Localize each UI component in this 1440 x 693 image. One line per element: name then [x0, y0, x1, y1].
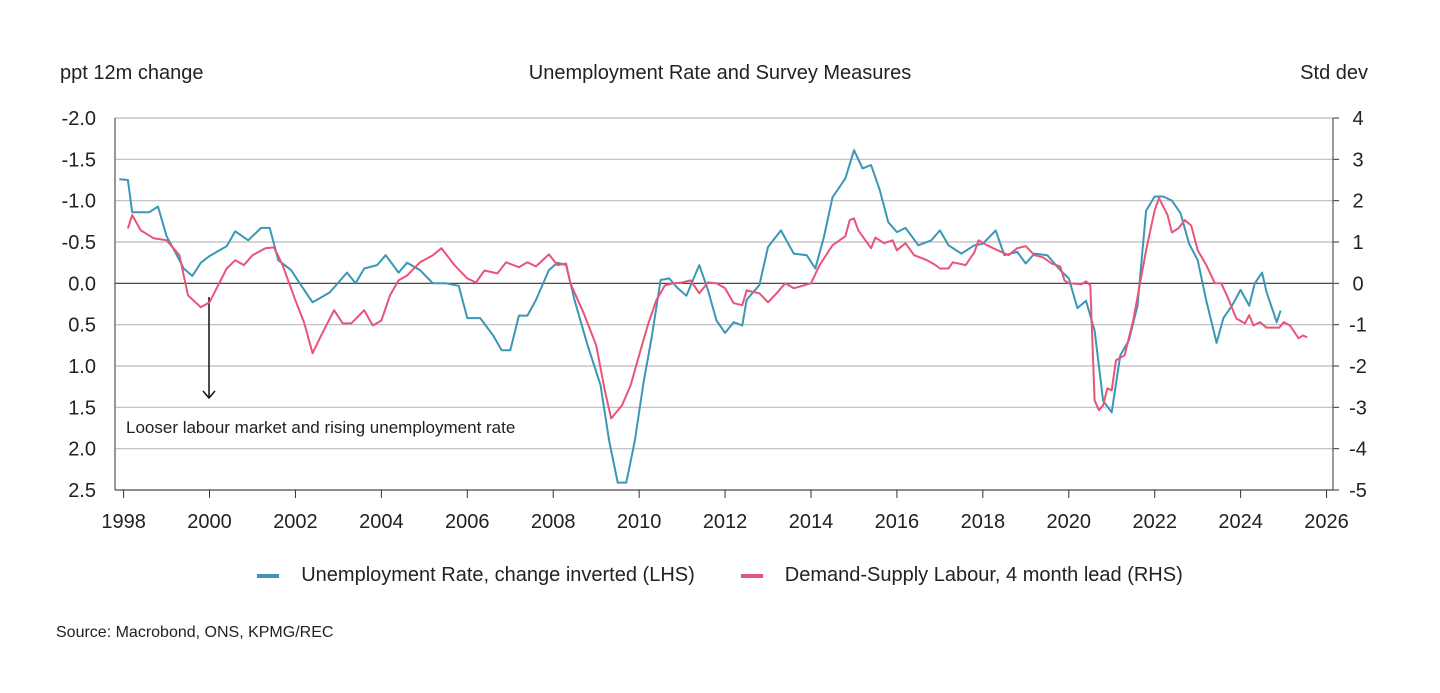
legend-label-demand-supply: Demand-Supply Labour, 4 month lead (RHS): [784, 564, 1183, 586]
y-tick-label-left: -2.0: [62, 108, 96, 130]
y-tick-label-right: -5: [1349, 480, 1367, 502]
legend-swatch-unemployment: [257, 573, 280, 578]
legend-swatch-demand-supply: [740, 573, 763, 578]
source-note: Source: Macrobond, ONS, KPMG/REC: [56, 624, 334, 641]
y-tick-label-right: -4: [1349, 439, 1367, 461]
y-tick-label-left: 1.5: [68, 397, 96, 419]
right-axis-label: Std dev: [1300, 62, 1368, 84]
chart-title: Unemployment Rate and Survey Measures: [528, 62, 912, 84]
y-tick-label-left: 0.5: [68, 315, 96, 337]
y-tick-label-left: 1.0: [68, 356, 96, 378]
series-line-demand-supply: [126, 197, 1308, 420]
legend-label-unemployment: Unemployment Rate, change inverted (LHS): [301, 564, 695, 586]
x-tick-label: 2016: [875, 511, 920, 533]
y-tick-label-right: -3: [1349, 397, 1367, 419]
y-tick-label-right: 2: [1352, 191, 1363, 213]
y-tick-label-right: -1: [1349, 315, 1367, 337]
x-tick-label: 2018: [961, 511, 1006, 533]
y-tick-label-left: 2.5: [68, 480, 96, 502]
arrow-head-icon: [202, 390, 216, 400]
x-tick-label: 2008: [531, 511, 576, 533]
legend: Unemployment Rate, change inverted (LHS)…: [0, 564, 1440, 587]
y-tick-label-left: -1.5: [62, 149, 96, 171]
x-tick-label: 2010: [617, 511, 662, 533]
x-tick-label: 2020: [1047, 511, 1092, 533]
y-tick-label-left: 0.0: [68, 273, 96, 295]
series-line-unemployment: [119, 149, 1282, 484]
y-tick-label-right: 4: [1352, 108, 1363, 130]
x-tick-label: 2006: [445, 511, 490, 533]
left-axis-label: ppt 12m change: [60, 62, 204, 84]
x-tick-label: 2000: [187, 511, 232, 533]
y-tick-label-right: 3: [1352, 149, 1363, 171]
legend-item-unemployment: Unemployment Rate, change inverted (LHS): [257, 564, 695, 587]
x-tick-label: 2012: [703, 511, 748, 533]
legend-item-demand-supply: Demand-Supply Labour, 4 month lead (RHS): [740, 564, 1183, 587]
x-tick-label: 2022: [1132, 511, 1177, 533]
x-tick-label: 2014: [789, 511, 834, 533]
y-tick-label-right: 0: [1352, 273, 1363, 295]
x-tick-label: 1998: [101, 511, 146, 533]
x-tick-label: 2024: [1218, 511, 1263, 533]
y-tick-label-right: -2: [1349, 356, 1367, 378]
x-tick-label: 2026: [1304, 511, 1349, 533]
x-tick-label: 2002: [273, 511, 318, 533]
y-tick-label-left: 2.0: [68, 439, 96, 461]
annotation-text: Looser labour market and rising unemploy…: [126, 418, 516, 437]
y-tick-label-left: -1.0: [62, 191, 96, 213]
y-tick-label-right: 1: [1352, 232, 1363, 254]
x-tick-label: 2004: [359, 511, 404, 533]
y-tick-label-left: -0.5: [62, 232, 96, 254]
